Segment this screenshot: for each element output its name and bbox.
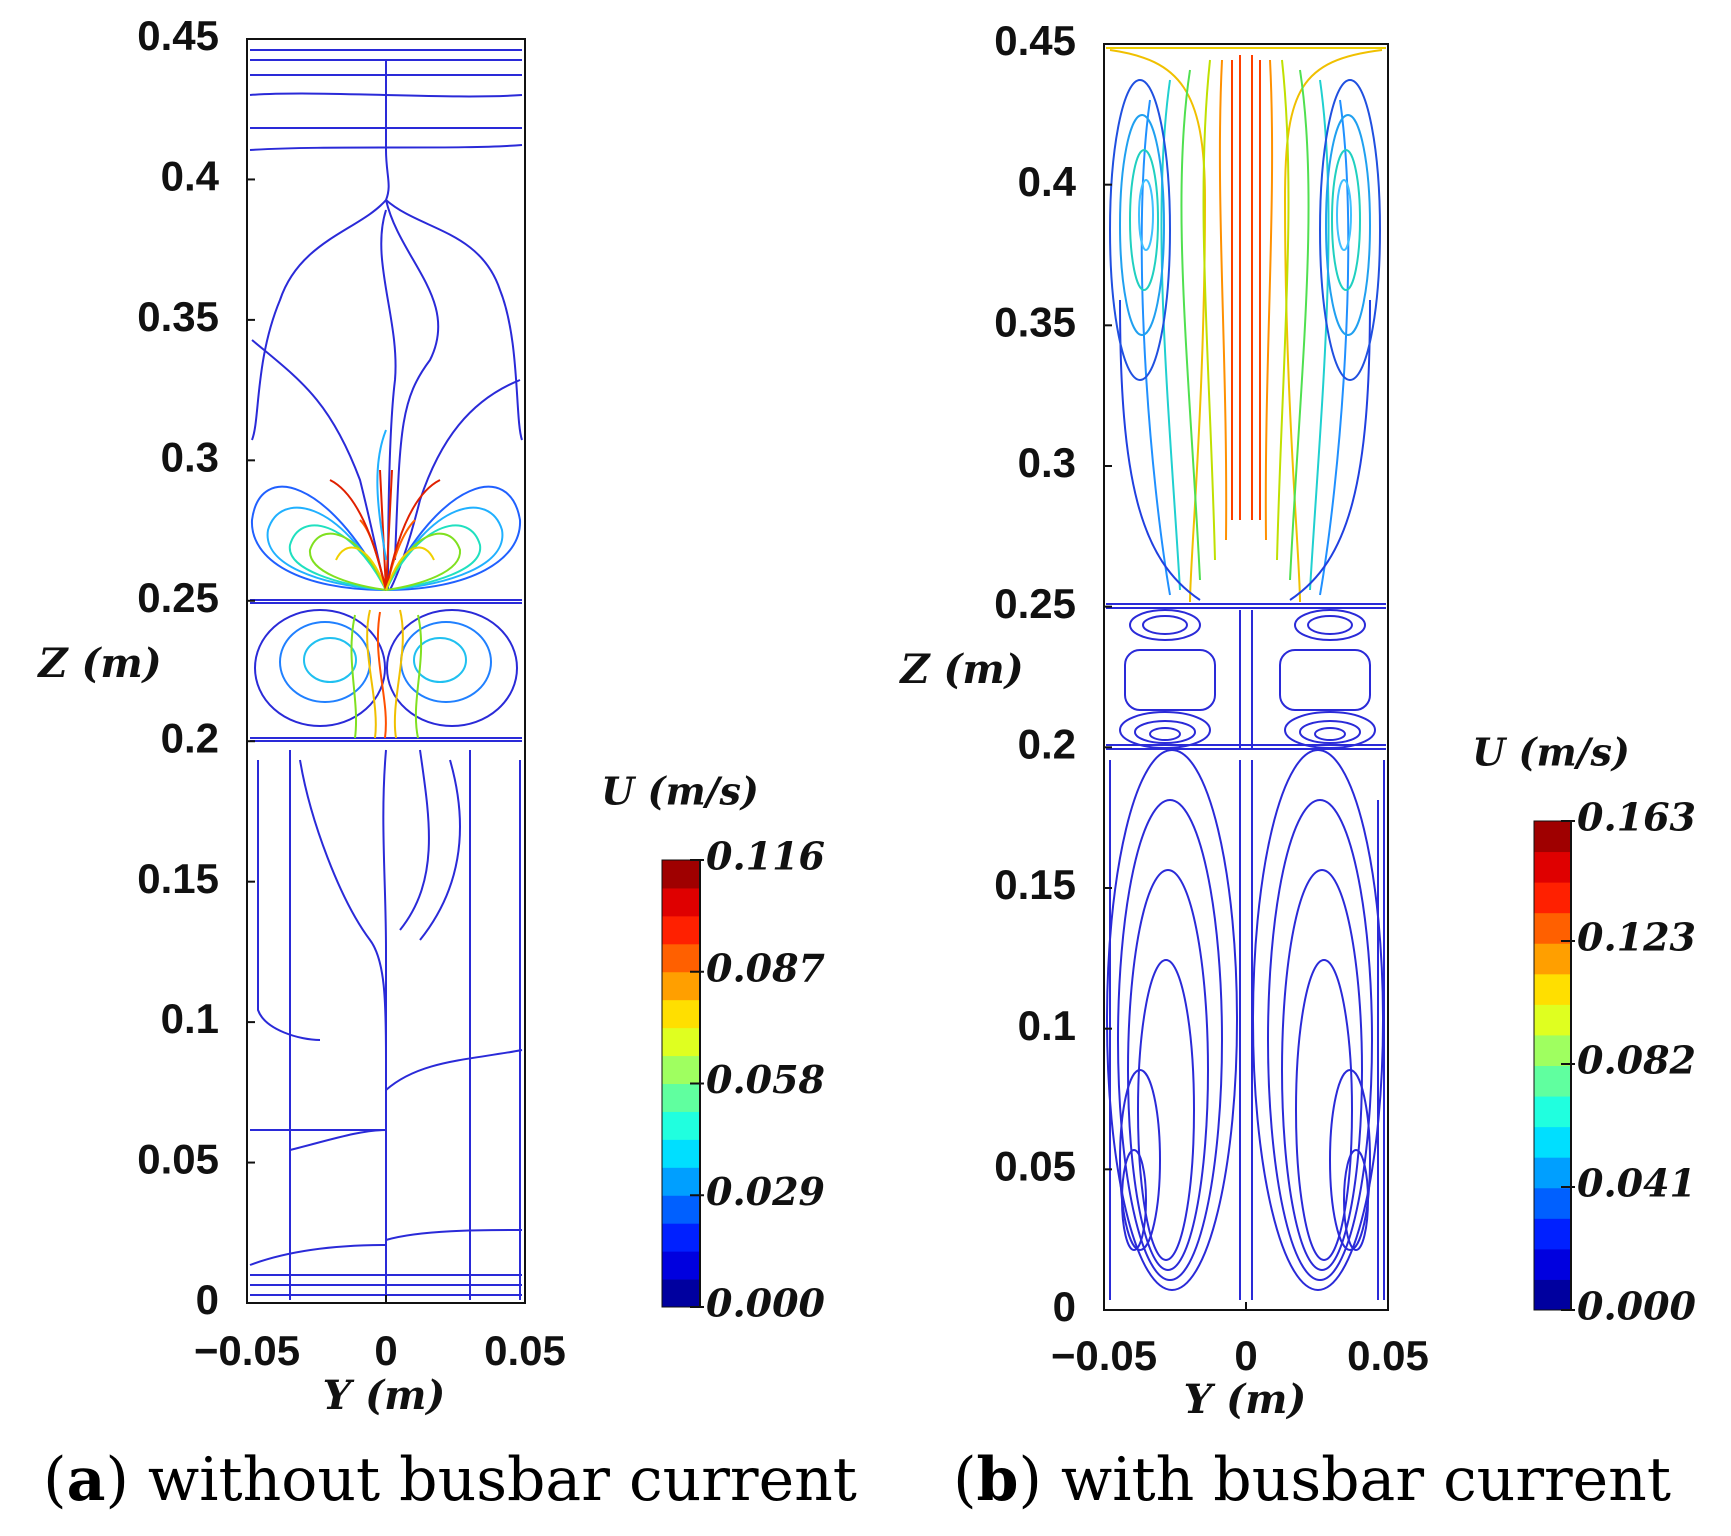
y-tick-label: 0.35 [994, 298, 1076, 345]
colorbar-band [1534, 1004, 1571, 1036]
colorbar-band [1534, 851, 1571, 883]
y-tick-label: 0.1 [1018, 1002, 1076, 1049]
caption: (b) with busbar current [953, 1445, 1671, 1515]
colorbar-band [662, 943, 700, 973]
colorbar-band [1534, 1034, 1571, 1066]
y-tick-label: 0.4 [1018, 158, 1077, 205]
y-tick-label: 0 [196, 1276, 219, 1323]
x-axis-label: Y (m) [323, 1372, 446, 1419]
colorbar-band [662, 915, 700, 945]
x-tick-label: −0.05 [194, 1327, 300, 1374]
colorbar-band [662, 1139, 700, 1168]
y-tick-label: 0.4 [161, 153, 220, 200]
colorbar-band [1534, 882, 1571, 914]
colorbar-band [662, 1111, 700, 1140]
colorbar-title: U (m/s) [1472, 730, 1630, 775]
colorbar-band [662, 1055, 700, 1084]
colorbar-band [662, 1083, 700, 1112]
colorbar-title: U (m/s) [601, 769, 759, 814]
caption-text: ) with busbar current [1018, 1445, 1671, 1515]
x-tick-label: −0.05 [1051, 1332, 1157, 1379]
colorbar-band [662, 1279, 700, 1308]
y-tick-label: 0.15 [994, 861, 1076, 908]
colorbar-band [1534, 973, 1571, 1005]
colorbar-tick-label: 0.082 [1577, 1038, 1696, 1083]
colorbar-tick-label: 0.058 [706, 1057, 825, 1102]
colorbar-band [662, 1251, 700, 1280]
colorbar-tick-label: 0.123 [1577, 915, 1696, 960]
colorbar-tick-label: 0.163 [1577, 795, 1696, 840]
y-tick-label: 0.35 [137, 293, 219, 340]
caption: (a) without busbar current [43, 1445, 857, 1515]
caption-text: ( [43, 1445, 66, 1515]
x-tick-label: 0.05 [484, 1327, 566, 1374]
colorbar-band [662, 1195, 700, 1224]
colorbar-band [1534, 943, 1571, 975]
y-axis-label: Z (m) [36, 640, 161, 687]
y-tick-label: 0.3 [1018, 439, 1076, 486]
colorbar-band [1534, 1187, 1571, 1219]
y-tick-label: 0.2 [1018, 720, 1076, 767]
streamlines [1106, 47, 1386, 1300]
colorbar-tick-label: 0.029 [706, 1169, 825, 1214]
colorbar-tick-label: 0.000 [706, 1281, 826, 1326]
y-tick-label: 0.05 [137, 1136, 219, 1183]
colorbar-band [1534, 1248, 1571, 1280]
colorbar-band [662, 860, 700, 889]
y-tick-label: 0 [1053, 1283, 1076, 1330]
colorbar-tick-label: 0.041 [1577, 1161, 1696, 1206]
y-tick-label: 0.2 [161, 714, 219, 761]
y-tick-label: 0.05 [994, 1142, 1076, 1189]
colorbar-tick-label: 0.000 [1577, 1284, 1697, 1329]
y-tick-label: 0.45 [137, 12, 219, 59]
colorbar-band [662, 1167, 700, 1196]
caption-text: ) without busbar current [105, 1445, 856, 1515]
colorbar-band [662, 999, 700, 1029]
colorbar-band [1534, 1157, 1571, 1189]
caption-label: a [67, 1445, 106, 1515]
caption-label: b [976, 1445, 1018, 1515]
y-axis-label: Z (m) [898, 646, 1023, 693]
y-tick-label: 0.45 [994, 17, 1076, 64]
colorbar-band [1534, 912, 1571, 944]
caption-text: ( [953, 1445, 976, 1515]
y-tick-label: 0.15 [137, 855, 219, 902]
colorbar-tick-label: 0.087 [706, 945, 825, 990]
streamlines [249, 49, 523, 1300]
colorbar-band [662, 887, 700, 917]
colorbar-band [662, 971, 700, 1001]
x-tick-label: 0.05 [1347, 1332, 1429, 1379]
colorbar-band [1534, 1126, 1571, 1158]
colorbar-band [662, 1027, 700, 1057]
y-tick-label: 0.25 [994, 580, 1076, 627]
plot-frame [1103, 43, 1389, 1311]
colorbar-band [1534, 1065, 1571, 1097]
x-axis-label: Y (m) [1184, 1376, 1307, 1423]
colorbar-band [662, 1223, 700, 1252]
x-tick-label: 0 [374, 1327, 397, 1374]
y-tick-label: 0.3 [161, 433, 219, 480]
y-tick-label: 0.1 [161, 995, 219, 1042]
colorbar-band [1534, 1218, 1571, 1250]
y-tick-label: 0.25 [137, 574, 219, 621]
colorbar-tick-label: 0.116 [706, 834, 825, 879]
colorbar-band [1534, 821, 1571, 853]
x-tick-label: 0 [1234, 1332, 1257, 1379]
colorbar-band [1534, 1279, 1571, 1311]
colorbar-band [1534, 1096, 1571, 1128]
